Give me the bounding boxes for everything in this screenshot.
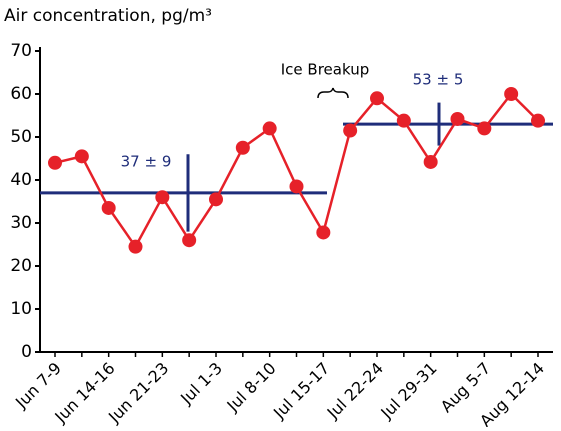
x-tick-label: Jul 1-3 [176,359,226,409]
data-point [128,239,143,254]
y-tick-label: 20 [10,256,32,276]
data-point [155,190,170,205]
x-tick-label: Jul 29-31 [376,359,440,423]
y-tick-label: 0 [21,342,32,362]
data-point [531,113,545,128]
y-tick-label: 30 [10,213,32,233]
y-tick-label: 10 [10,299,32,319]
data-point [289,179,304,194]
x-tick-label: Jun 7-9 [11,359,65,413]
data-point [450,111,465,126]
data-point [48,155,62,170]
mean-label: 53 ± 5 [413,71,464,89]
data-point [182,233,197,248]
data-point [316,225,331,240]
data-point [262,121,277,136]
y-tick-label: 70 [10,41,32,61]
data-point [235,140,250,155]
data-point [343,123,358,138]
x-tick-label: Jul 22-24 [323,359,387,423]
data-point [396,113,411,128]
annotation: Ice Breakup [281,61,369,79]
brace [317,87,349,99]
data-point [423,154,438,169]
data-point [477,121,492,136]
data-point [101,200,116,215]
chart-title: Air concentration, pg/m³ [4,6,212,26]
y-tick-label: 40 [10,170,32,190]
y-tick-label: 50 [10,127,32,147]
data-point [209,192,223,207]
mean-label: 37 ± 9 [121,153,172,171]
y-tick-label: 60 [10,84,32,104]
x-tick-label: Jul 15-17 [269,359,333,423]
data-point [74,149,89,164]
data-point [504,87,519,101]
data-point [370,91,384,106]
